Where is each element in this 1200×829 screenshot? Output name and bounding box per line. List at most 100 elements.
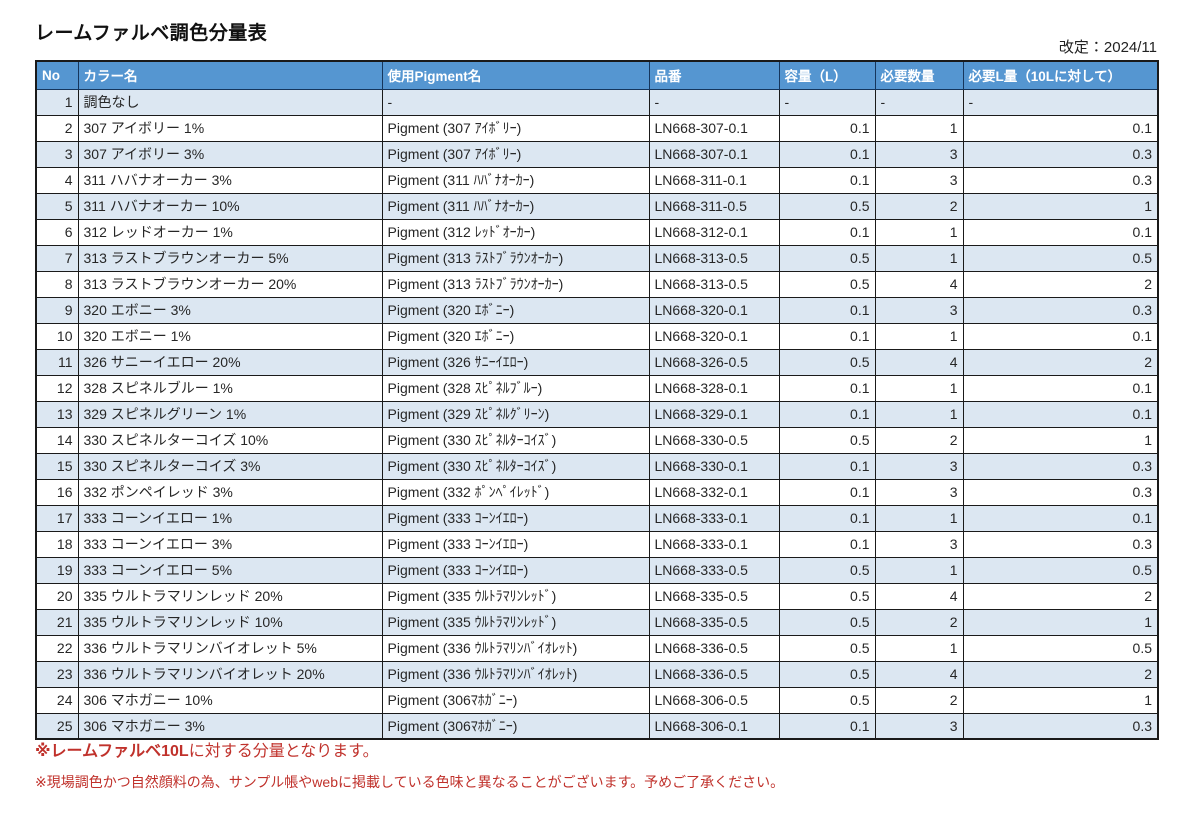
cell-color-name: 311 ハバナオーカー 10%	[77, 192, 383, 220]
cell-part-number: LN668-307-0.1	[648, 114, 780, 142]
cell-required-l: 0.1	[962, 400, 1159, 428]
color-mixing-table: No カラー名 使用Pigment名 品番 容量（L） 必要数量 必要L量（10…	[35, 60, 1159, 740]
cell-volume: 0.1	[778, 166, 876, 194]
table-header: No カラー名 使用Pigment名 品番 容量（L） 必要数量 必要L量（10…	[35, 60, 1159, 90]
cell-volume: 0.5	[778, 608, 876, 636]
cell-quantity: 2	[874, 686, 964, 714]
cell-no: 1	[35, 88, 79, 116]
cell-no: 18	[35, 530, 79, 558]
cell-no: 13	[35, 400, 79, 428]
cell-pigment-name: Pigment (333 ｺｰﾝｲｴﾛｰ)	[381, 504, 650, 532]
cell-part-number: LN668-336-0.5	[648, 660, 780, 688]
cell-no: 23	[35, 660, 79, 688]
cell-color-name: 326 サニーイエロー 20%	[77, 348, 383, 376]
cell-volume: 0.5	[778, 244, 876, 272]
cell-volume: 0.1	[778, 530, 876, 558]
cell-color-name: 313 ラストブラウンオーカー 20%	[77, 270, 383, 298]
cell-volume: 0.5	[778, 660, 876, 688]
cell-volume: 0.1	[778, 712, 876, 740]
cell-color-name: 333 コーンイエロー 5%	[77, 556, 383, 584]
cell-quantity: 2	[874, 608, 964, 636]
cell-part-number: LN668-307-0.1	[648, 140, 780, 168]
cell-volume: 0.1	[778, 114, 876, 142]
cell-part-number: LN668-320-0.1	[648, 322, 780, 350]
cell-part-number: LN668-335-0.5	[648, 582, 780, 610]
cell-required-l: 1	[962, 686, 1159, 714]
cell-volume: -	[778, 88, 876, 116]
cell-part-number: LN668-312-0.1	[648, 218, 780, 246]
cell-color-name: 306 マホガニー 10%	[77, 686, 383, 714]
cell-quantity: 3	[874, 712, 964, 740]
cell-no: 10	[35, 322, 79, 350]
cell-part-number: LN668-311-0.1	[648, 166, 780, 194]
table-row: 9 320 エボニー 3% Pigment (320 ｴﾎﾞﾆｰ) LN668-320…	[35, 296, 1159, 324]
cell-color-name: 307 アイボリー 3%	[77, 140, 383, 168]
cell-part-number: LN668-320-0.1	[648, 296, 780, 324]
cell-part-number: LN668-335-0.5	[648, 608, 780, 636]
cell-required-l: 0.3	[962, 530, 1159, 558]
cell-no: 19	[35, 556, 79, 584]
cell-required-l: 0.1	[962, 374, 1159, 402]
cell-no: 21	[35, 608, 79, 636]
cell-volume: 0.1	[778, 296, 876, 324]
cell-color-name: 313 ラストブラウンオーカー 5%	[77, 244, 383, 272]
cell-no: 15	[35, 452, 79, 480]
cell-part-number: LN668-311-0.5	[648, 192, 780, 220]
cell-part-number: LN668-306-0.5	[648, 686, 780, 714]
table-row: 11 326 サニーイエロー 20% Pigment (326 ｻﾆｰｲｴﾛｰ) LN…	[35, 348, 1159, 376]
cell-volume: 0.5	[778, 686, 876, 714]
note-color-disclaimer: ※現場調色かつ自然顔料の為、サンプル帳やwebに掲載している色味と異なることがご…	[35, 774, 785, 791]
cell-quantity: 1	[874, 400, 964, 428]
cell-color-name: 307 アイボリー 1%	[77, 114, 383, 142]
cell-color-name: 336 ウルトラマリンバイオレット 20%	[77, 660, 383, 688]
table-row: 12 328 スピネルブルー 1% Pigment (328 ｽﾋﾟﾈﾙﾌﾞﾙｰ) L…	[35, 374, 1159, 402]
cell-color-name: 312 レッドオーカー 1%	[77, 218, 383, 246]
header-part-number: 品番	[648, 60, 780, 90]
cell-part-number: LN668-336-0.5	[648, 634, 780, 662]
cell-no: 11	[35, 348, 79, 376]
header-quantity: 必要数量	[874, 60, 964, 90]
cell-pigment-name: Pigment (330 ｽﾋﾟﾈﾙﾀｰｺｲｽﾞ)	[381, 426, 650, 454]
cell-pigment-name: Pigment (320 ｴﾎﾞﾆｰ)	[381, 296, 650, 324]
cell-required-l: 2	[962, 582, 1159, 610]
cell-volume: 0.1	[778, 478, 876, 506]
cell-part-number: LN668-333-0.5	[648, 556, 780, 584]
footer-notes: ※レームファルベ10Lに対する分量となります。 ※現場調色かつ自然顔料の為、サン…	[35, 742, 1165, 792]
cell-pigment-name: Pigment (320 ｴﾎﾞﾆｰ)	[381, 322, 650, 350]
cell-no: 9	[35, 296, 79, 324]
table-row: 15 330 スピネルターコイズ 3% Pigment (330 ｽﾋﾟﾈﾙﾀｰｺｲ…	[35, 452, 1159, 480]
cell-quantity: 3	[874, 478, 964, 506]
cell-part-number: LN668-333-0.1	[648, 504, 780, 532]
cell-required-l: 0.5	[962, 244, 1159, 272]
cell-quantity: 1	[874, 322, 964, 350]
table-row: 8 313 ラストブラウンオーカー 20% Pigment (313 ﾗｽﾄﾌﾞﾗｳ…	[35, 270, 1159, 298]
cell-quantity: 3	[874, 296, 964, 324]
header-color-name: カラー名	[77, 60, 383, 90]
table-row: 18 333 コーンイエロー 3% Pigment (333 ｺｰﾝｲｴﾛｰ) LN6…	[35, 530, 1159, 558]
cell-volume: 0.5	[778, 556, 876, 584]
cell-color-name: 320 エボニー 3%	[77, 296, 383, 324]
cell-color-name: 333 コーンイエロー 3%	[77, 530, 383, 558]
cell-pigment-name: Pigment (306ﾏﾎｶﾞﾆｰ)	[381, 686, 650, 714]
cell-required-l: 0.3	[962, 452, 1159, 480]
cell-required-l: 0.1	[962, 114, 1159, 142]
cell-quantity: 1	[874, 634, 964, 662]
header-required-l: 必要L量（10Lに対して）	[962, 60, 1159, 90]
cell-no: 8	[35, 270, 79, 298]
table-row: 19 333 コーンイエロー 5% Pigment (333 ｺｰﾝｲｴﾛｰ) LN6…	[35, 556, 1159, 584]
cell-quantity: 2	[874, 426, 964, 454]
cell-pigment-name: Pigment (335 ｳﾙﾄﾗﾏﾘﾝﾚｯﾄﾞ)	[381, 608, 650, 636]
cell-color-name: 329 スピネルグリーン 1%	[77, 400, 383, 428]
cell-volume: 0.5	[778, 348, 876, 376]
cell-required-l: 1	[962, 192, 1159, 220]
cell-no: 24	[35, 686, 79, 714]
cell-volume: 0.5	[778, 582, 876, 610]
cell-part-number: LN668-332-0.1	[648, 478, 780, 506]
cell-volume: 0.5	[778, 270, 876, 298]
table-body: 1 調色なし - - - - -2 307 アイボリー 1% Pigment (307 ｱｲﾎﾞ…	[35, 88, 1159, 740]
cell-quantity: 1	[874, 114, 964, 142]
table-row: 2 307 アイボリー 1% Pigment (307 ｱｲﾎﾞﾘｰ) LN668-3…	[35, 114, 1159, 142]
cell-quantity: 3	[874, 166, 964, 194]
cell-volume: 0.1	[778, 218, 876, 246]
cell-pigment-name: Pigment (333 ｺｰﾝｲｴﾛｰ)	[381, 556, 650, 584]
